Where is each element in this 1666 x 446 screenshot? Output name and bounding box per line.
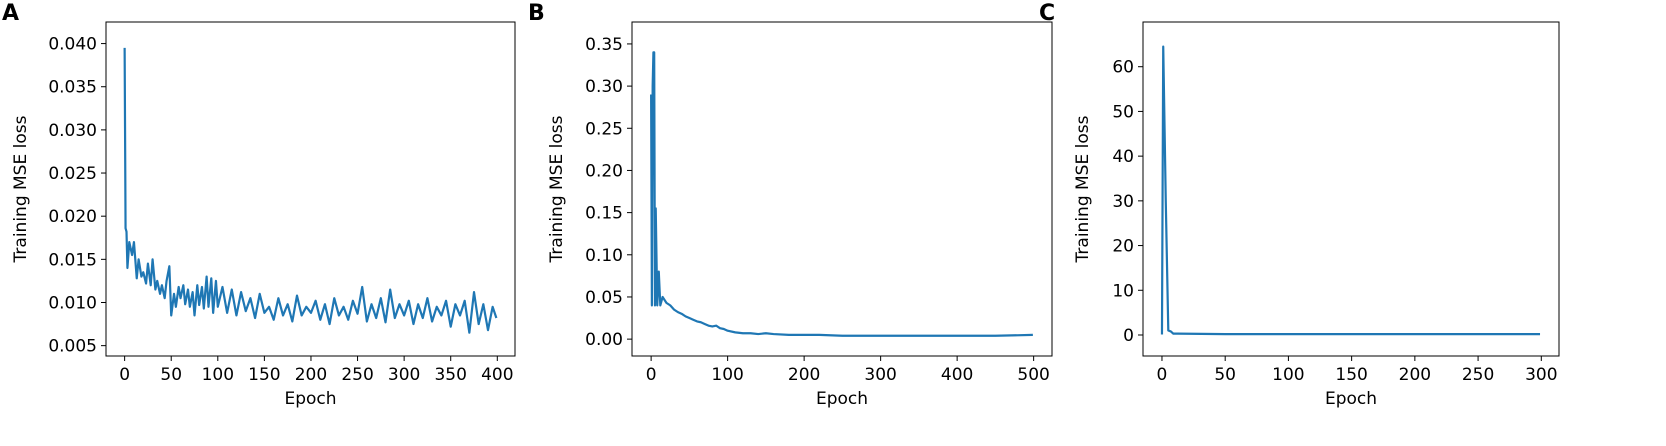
y-tick-label: 20 [1112, 237, 1134, 257]
y-tick-label: 0.035 [48, 78, 97, 98]
y-tick-label: 0.005 [48, 337, 97, 357]
y-tick-label: 30 [1112, 192, 1134, 212]
panel-label: C [1039, 1, 1055, 26]
loss-line [1160, 45, 1541, 336]
y-tick-label: 0.25 [585, 119, 623, 139]
x-tick-label: 200 [788, 365, 820, 385]
loss-line [650, 51, 1033, 337]
y-tick-label: 0.10 [585, 246, 623, 266]
y-tick-label: 0.00 [585, 330, 623, 350]
y-axis-label: Training MSE loss [1073, 115, 1093, 263]
x-tick-label: 400 [481, 365, 513, 385]
x-axis-label: Epoch [284, 389, 336, 409]
y-tick-label: 0.05 [585, 288, 623, 308]
x-tick-label: 300 [864, 365, 896, 385]
axes-frame [1142, 21, 1560, 357]
y-axis-label: Training MSE loss [11, 115, 31, 263]
y-tick-label: 0.35 [585, 35, 623, 55]
x-tick-label: 50 [1214, 365, 1236, 385]
x-tick-label: 250 [341, 365, 373, 385]
y-tick-label: 0.15 [585, 204, 623, 224]
y-axis-label: Training MSE loss [547, 115, 567, 263]
y-tick-label: 50 [1112, 102, 1134, 122]
axes-frame [631, 21, 1053, 357]
x-tick-label: 100 [1272, 365, 1304, 385]
y-tick-label: 60 [1112, 58, 1134, 78]
y-tick-label: 0.020 [48, 207, 97, 227]
x-tick-label: 250 [1462, 365, 1494, 385]
x-tick-label: 50 [160, 365, 182, 385]
loss-line [123, 47, 498, 334]
axes-frame [105, 21, 516, 357]
y-tick-label: 0.015 [48, 250, 97, 270]
x-tick-label: 350 [434, 365, 466, 385]
y-tick-label: 0.30 [585, 77, 623, 97]
x-tick-label: 400 [941, 365, 973, 385]
y-tick-label: 0.025 [48, 164, 97, 184]
y-tick-label: 0.010 [48, 293, 97, 313]
y-tick-label: 0.030 [48, 121, 97, 141]
x-tick-label: 100 [202, 365, 234, 385]
y-tick-label: 10 [1112, 281, 1134, 301]
x-tick-label: 100 [711, 365, 743, 385]
y-tick-label: 0.20 [585, 161, 623, 181]
panel-label: B [528, 1, 545, 26]
y-tick-label: 0 [1123, 326, 1134, 346]
x-tick-label: 200 [295, 365, 327, 385]
x-tick-label: 150 [248, 365, 280, 385]
x-tick-label: 0 [646, 365, 657, 385]
x-tick-label: 300 [1525, 365, 1557, 385]
x-tick-label: 200 [1399, 365, 1431, 385]
y-tick-label: 0.040 [48, 35, 97, 55]
x-tick-label: 150 [1335, 365, 1367, 385]
x-tick-label: 500 [1017, 365, 1049, 385]
x-tick-label: 0 [1157, 365, 1168, 385]
x-axis-label: Epoch [816, 389, 868, 409]
x-tick-label: 0 [119, 365, 130, 385]
panel-label: A [2, 1, 19, 26]
y-tick-label: 40 [1112, 147, 1134, 167]
x-tick-label: 300 [388, 365, 420, 385]
x-axis-label: Epoch [1325, 389, 1377, 409]
